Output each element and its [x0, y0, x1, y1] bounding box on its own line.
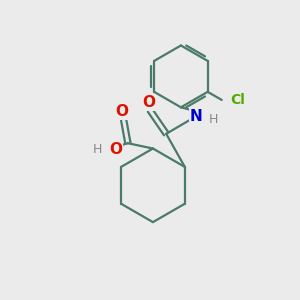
Text: O: O — [142, 95, 155, 110]
Text: O: O — [109, 142, 122, 157]
Text: N: N — [189, 109, 202, 124]
Text: O: O — [116, 104, 128, 119]
Text: H: H — [209, 113, 218, 126]
Text: H: H — [93, 143, 102, 156]
Text: Cl: Cl — [230, 93, 245, 107]
